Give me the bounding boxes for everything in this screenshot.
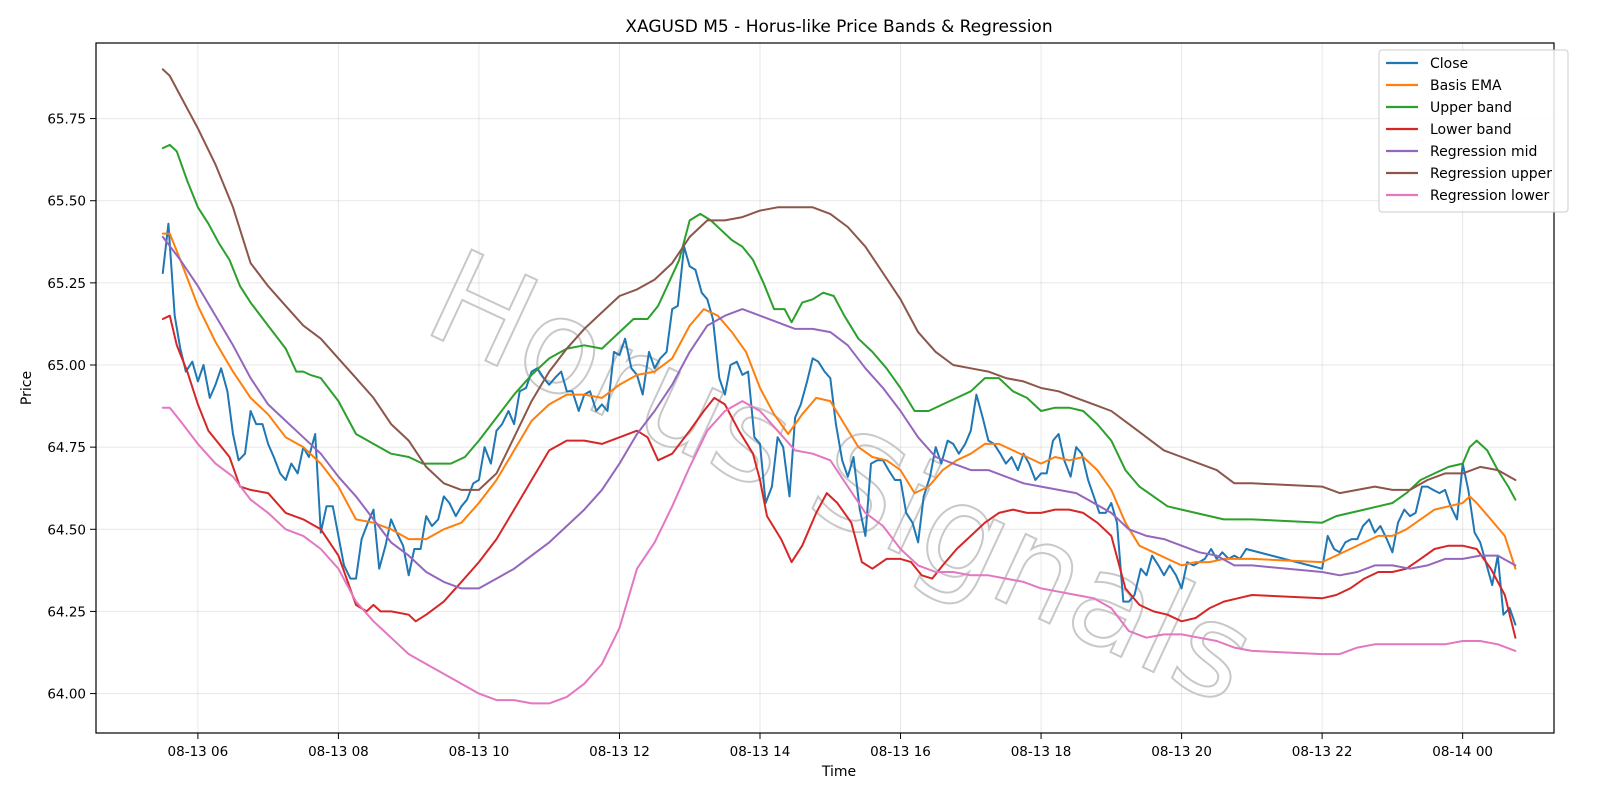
x-tick-label: 08-13 18 [1011, 744, 1072, 760]
legend-label-basis-ema: Basis EMA [1430, 78, 1502, 94]
y-axis: 64.00 64.25 64.50 64.75 65.00 65.25 65.50 65.75 [47, 112, 96, 703]
chart-title: XAGUSD M5 - Horus-like Price Bands & Reg… [625, 17, 1052, 37]
y-tick-label: 65.50 [47, 194, 86, 210]
legend: Close Basis EMA Upper band Lower band Regres… [1378, 49, 1569, 213]
y-tick-label: 65.75 [47, 112, 86, 128]
x-tick-label: 08-13 16 [870, 744, 931, 760]
y-axis-label: Price [19, 371, 35, 405]
y-tick-label: 65.00 [47, 358, 86, 374]
y-tick-label: 64.50 [47, 522, 86, 538]
x-tick-label: 08-13 20 [1151, 744, 1212, 760]
series-line-lower-band [161, 314, 1517, 639]
x-tick-label: 08-13 22 [1292, 744, 1353, 760]
series-line-regression-lower [161, 400, 1517, 705]
legend-label-upper-band: Upper band [1430, 100, 1512, 116]
x-tick-label: 08-13 08 [308, 744, 369, 760]
legend-label-regression-upper: Regression upper [1430, 166, 1552, 182]
y-tick-label: 65.25 [47, 276, 86, 292]
x-tick-label: 08-13 14 [730, 744, 791, 760]
x-axis-label: Time [821, 764, 856, 780]
legend-label-close: Close [1430, 56, 1468, 72]
series-line-upper-band [161, 143, 1517, 524]
plot-series [161, 68, 1517, 705]
legend-box [1378, 49, 1569, 213]
x-tick-label: 08-14 00 [1432, 744, 1493, 760]
legend-label-regression-mid: Regression mid [1430, 144, 1537, 160]
legend-label-lower-band: Lower band [1430, 122, 1512, 138]
series-line-regression-upper [161, 68, 1517, 495]
x-axis: 08-13 06 08-13 08 08-13 10 08-13 12 08-13 14… [168, 733, 1493, 760]
y-tick-label: 64.00 [47, 687, 86, 703]
y-tick-label: 64.25 [47, 604, 86, 620]
grid [96, 43, 1554, 733]
series-line-regression-mid [161, 235, 1517, 590]
series-line-basis-ema [161, 232, 1517, 570]
x-tick-label: 08-13 06 [168, 744, 229, 760]
y-tick-label: 64.75 [47, 440, 86, 456]
x-tick-label: 08-13 10 [449, 744, 510, 760]
x-tick-label: 08-13 12 [589, 744, 650, 760]
series-line-close [161, 222, 1517, 626]
plot-frame [95, 42, 1555, 734]
legend-label-regression-lower: Regression lower [1430, 188, 1550, 204]
